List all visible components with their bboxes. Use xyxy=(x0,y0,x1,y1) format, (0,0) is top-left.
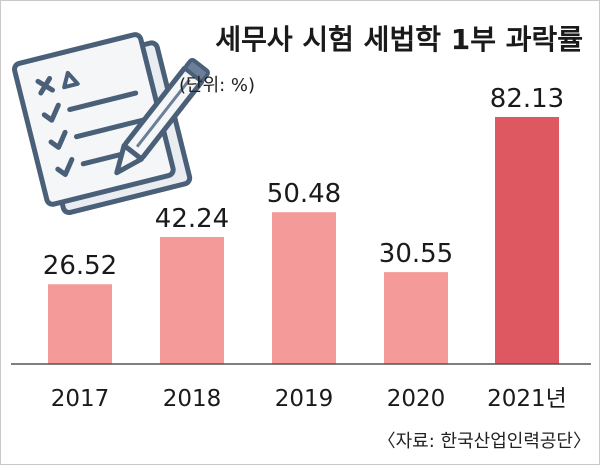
bars-group xyxy=(48,117,559,364)
value-label-2018: 42.24 xyxy=(155,204,229,234)
value-label-2020: 30.55 xyxy=(379,239,453,269)
x-tick-label-2019: 2019 xyxy=(275,386,334,412)
value-label-2017: 26.52 xyxy=(43,251,117,281)
checklist-pencil-icon xyxy=(12,32,210,216)
x-tick-labels-group: 2017 2018 2019 2020 2021년 xyxy=(51,386,567,412)
value-label-2021년: 82.13 xyxy=(490,84,564,114)
bar-2019 xyxy=(272,212,336,364)
bar-2017 xyxy=(48,284,112,364)
x-tick-label-2017: 2017 xyxy=(51,386,110,412)
value-labels-group: 26.52 42.24 50.48 30.55 82.13 xyxy=(43,84,564,281)
bar-2018 xyxy=(160,236,224,364)
unit-label: (단위: %) xyxy=(179,75,255,96)
x-tick-label-2018: 2018 xyxy=(163,386,222,412)
bar-2020 xyxy=(384,272,448,364)
x-tick-label-2021년: 2021년 xyxy=(487,386,567,412)
x-tick-label-2020: 2020 xyxy=(387,386,446,412)
bar-2021년 xyxy=(495,117,559,364)
chart-title: 세무사 시험 세법학 1부 과락률 xyxy=(215,23,583,56)
value-label-2019: 50.48 xyxy=(267,179,341,209)
source-note: 〈자료: 한국산업인력공단〉 xyxy=(378,431,591,452)
